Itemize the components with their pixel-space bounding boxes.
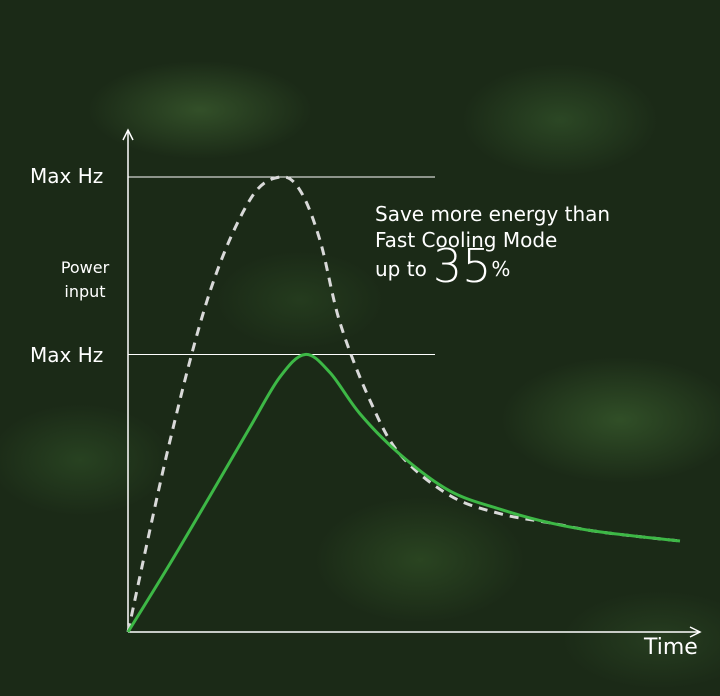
max-hz-label-fast: Max Hz	[30, 164, 104, 188]
savings-value: 35	[432, 239, 492, 293]
fast-cooling-curve	[126, 175, 681, 633]
y-axis-label: Power input	[40, 256, 130, 304]
annotation-line-2: Fast Cooling Mode	[375, 228, 558, 252]
annotation-prefix: up to	[375, 257, 427, 281]
y-axis-arrow	[122, 128, 134, 141]
savings-unit: %	[491, 257, 511, 281]
energy-saving-curve	[126, 352, 681, 633]
max-hz-label-normal: Max Hz	[30, 343, 104, 367]
y-label-line-2: input	[64, 282, 106, 301]
x-axis-arrow	[689, 626, 702, 638]
x-axis-label: Time	[644, 635, 698, 660]
y-label-line-1: Power	[60, 258, 110, 277]
annotation-line-3: up to 35%	[375, 243, 610, 289]
annotation-line-1: Save more energy than	[375, 202, 611, 226]
savings-annotation: Save more energy than Fast Cooling Mode …	[375, 201, 611, 289]
